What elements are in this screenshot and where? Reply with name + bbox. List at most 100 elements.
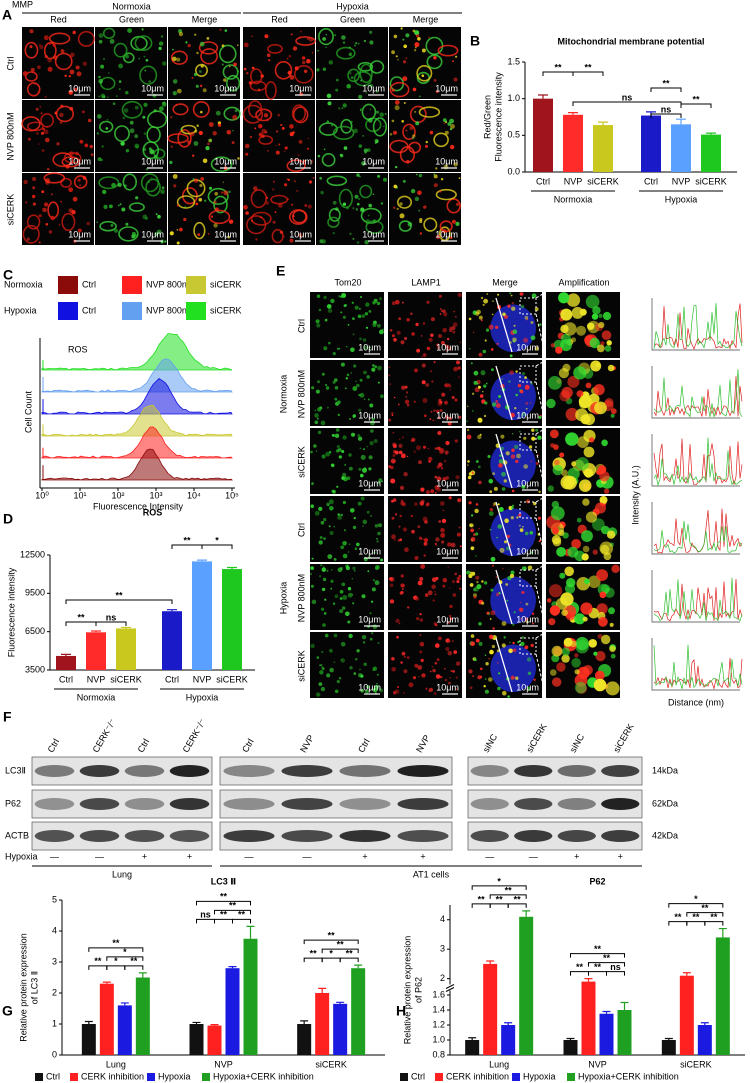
puncta <box>360 454 366 460</box>
zoom-guide <box>535 495 547 563</box>
puncta <box>466 428 470 432</box>
y-tick-label: 3500 <box>25 664 45 674</box>
puncta <box>546 598 552 603</box>
puncta <box>356 241 360 244</box>
cell <box>291 104 307 123</box>
significance-label: ** <box>328 930 336 940</box>
puncta <box>301 56 306 60</box>
puncta <box>583 468 594 478</box>
cell <box>321 152 336 167</box>
bar <box>519 916 534 1055</box>
cell <box>102 27 116 39</box>
significance-label: ** <box>692 94 700 104</box>
puncta <box>112 102 116 105</box>
puncta <box>480 370 486 376</box>
puncta <box>559 390 571 402</box>
puncta <box>320 686 326 692</box>
band <box>397 830 449 842</box>
puncta <box>86 221 91 226</box>
puncta <box>156 229 162 235</box>
puncta <box>559 572 566 579</box>
puncta <box>342 472 347 478</box>
puncta <box>359 308 361 310</box>
bar <box>617 1010 632 1055</box>
puncta <box>478 622 482 626</box>
puncta <box>419 501 425 506</box>
cell <box>332 125 355 140</box>
puncta <box>522 372 525 376</box>
puncta <box>406 159 410 164</box>
puncta <box>328 450 332 454</box>
puncta <box>332 602 336 605</box>
puncta <box>75 151 79 156</box>
puncta <box>314 409 316 412</box>
puncta <box>401 588 404 590</box>
puncta <box>507 695 510 698</box>
condition-sign: + <box>142 851 147 861</box>
puncta <box>549 584 563 598</box>
scale-bar-label: 10μm <box>141 229 164 239</box>
puncta <box>400 661 403 664</box>
puncta <box>440 178 444 181</box>
puncta <box>592 306 601 315</box>
puncta <box>442 577 448 583</box>
puncta <box>335 428 340 432</box>
profile-trace <box>653 369 743 418</box>
puncta <box>98 39 103 44</box>
scale-bar-label: 10μm <box>436 546 459 556</box>
puncta <box>575 408 588 422</box>
x-tick-label: 10⁵ <box>225 490 239 500</box>
puncta <box>434 485 440 490</box>
puncta <box>416 173 418 176</box>
error-bar <box>538 94 548 99</box>
group-label: Hypoxia <box>186 692 219 702</box>
significance-bracket <box>321 957 341 963</box>
puncta <box>198 70 202 73</box>
significance-label: ** <box>130 956 138 966</box>
puncta <box>598 321 605 329</box>
puncta <box>596 344 605 353</box>
x-tick-label: siCERK <box>315 1059 347 1069</box>
puncta <box>180 128 183 131</box>
puncta <box>524 376 527 379</box>
puncta <box>403 692 405 694</box>
puncta <box>436 476 442 482</box>
puncta <box>377 481 381 485</box>
puncta <box>326 93 332 99</box>
significance-label: ** <box>692 912 700 922</box>
puncta <box>312 177 315 179</box>
puncta <box>491 348 494 351</box>
puncta <box>245 152 249 156</box>
puncta <box>332 200 337 205</box>
puncta <box>125 222 129 226</box>
profile-trace <box>653 578 743 622</box>
condition-sign: — <box>50 851 59 861</box>
puncta <box>321 667 325 670</box>
cell <box>318 122 338 136</box>
puncta <box>340 513 343 517</box>
puncta <box>341 582 346 587</box>
puncta <box>243 204 248 210</box>
puncta <box>521 484 526 489</box>
puncta <box>403 102 406 104</box>
panel-label: E <box>276 263 285 279</box>
lane-label: CERK⁻/⁻ <box>181 717 208 754</box>
puncta <box>444 415 450 420</box>
puncta <box>565 407 579 421</box>
channel-label: Green <box>119 14 144 24</box>
puncta <box>448 328 453 333</box>
puncta <box>296 189 299 192</box>
puncta <box>254 127 257 130</box>
puncta <box>376 540 379 543</box>
cell <box>357 61 374 72</box>
cell <box>54 52 73 71</box>
error-bar <box>227 566 237 570</box>
puncta <box>321 372 325 376</box>
puncta <box>40 112 43 115</box>
puncta <box>561 654 570 663</box>
puncta <box>571 337 576 343</box>
puncta <box>310 504 315 509</box>
condition-label: Normoxia <box>112 1 151 11</box>
zoom-box <box>519 433 537 451</box>
puncta <box>118 80 122 83</box>
